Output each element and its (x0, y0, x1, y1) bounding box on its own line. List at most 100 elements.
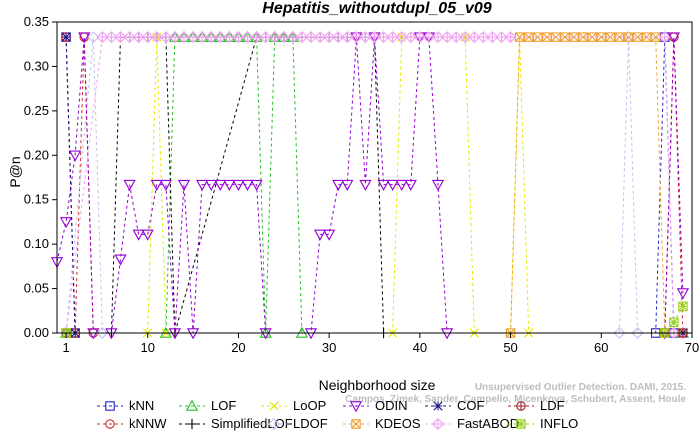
data-point-odin (377, 179, 390, 191)
legend-marker (349, 401, 363, 413)
x-tick-label: 10 (140, 340, 154, 355)
legend-marker (432, 418, 444, 430)
data-point-odin (313, 229, 327, 241)
legend-marker (186, 418, 198, 430)
legend-label: LDF (540, 398, 565, 413)
x-tick-label: 50 (503, 340, 517, 355)
x-tick-label: 20 (231, 340, 245, 355)
legend-item-knnw: kNNW (97, 416, 167, 431)
legend-item-kdeos: KDEOS (343, 416, 421, 431)
plot-frame (56, 21, 693, 334)
legend-item-ldof: LDOF (261, 416, 328, 431)
legend-marker (105, 419, 115, 429)
x-axis: 1 10 20 30 40 50 60 70 (62, 333, 699, 355)
data-point-odin (232, 179, 245, 191)
data-point-odin (141, 229, 154, 241)
series-line-loop (66, 36, 683, 334)
x-tick-label: 60 (594, 340, 608, 355)
data-point-odin (359, 179, 372, 191)
y-tick-label: 0.00 (24, 325, 49, 340)
legend-marker (185, 399, 199, 411)
series-simplifiedlof (60, 31, 689, 339)
data-point-kdeos (596, 32, 607, 42)
data-point-odin (341, 179, 354, 191)
series-line-inflo (66, 306, 684, 334)
data-point-kdeos (650, 32, 661, 42)
legend-label: LOF (211, 398, 236, 413)
legend-marker (433, 401, 443, 411)
x-tick-label: 1 (62, 340, 69, 355)
legend-item-odin: ODIN (343, 398, 408, 413)
data-point-kdeos (578, 32, 588, 42)
legend-label: LDOF (293, 416, 328, 431)
legend-item-ldf: LDF (508, 398, 565, 413)
data-point-ldof (622, 31, 635, 44)
legend-label: ODIN (375, 398, 408, 413)
series-fastabod (60, 31, 689, 339)
data-point-odin (78, 32, 91, 44)
data-point-odin (214, 179, 227, 191)
data-point-ldof (631, 327, 644, 339)
series-ldof (60, 31, 689, 339)
legend-marker (516, 419, 526, 429)
data-point-odin (114, 254, 127, 266)
data-point-ldof (87, 31, 100, 44)
data-point-odin (404, 179, 417, 191)
legend-marker (269, 401, 279, 411)
data-point-odin (159, 179, 172, 191)
data-point-odin (150, 179, 163, 191)
legend-label: COF (457, 398, 485, 413)
series-inflo (61, 301, 688, 338)
data-point-cof (61, 32, 71, 42)
legend-marker (516, 401, 526, 411)
y-tick-label: 0.05 (24, 281, 49, 296)
legend-label: KDEOS (375, 416, 421, 431)
legend-item-loop: LoOP (261, 398, 326, 413)
legend-item-inflo: INFLO (508, 416, 578, 431)
watermark-line1: Unsupervised Outlier Detection. DAMI, 20… (475, 382, 686, 393)
x-tick-label: 30 (322, 340, 336, 355)
data-point-kdeos (614, 32, 625, 42)
y-tick-label: 0.15 (24, 192, 49, 207)
series-lof (59, 30, 690, 338)
x-tick-label: 70 (685, 340, 699, 355)
legend-label: kNNW (129, 416, 167, 431)
legend-item-cof: COF (425, 398, 485, 413)
legend-label: kNN (129, 398, 154, 413)
data-point-odin (196, 179, 209, 191)
legend-marker (105, 401, 115, 411)
data-point-kdeos (632, 32, 643, 42)
legend: kNNkNNWLOFSimplifiedLOFLoOPLDOFODINKDEOS… (97, 398, 578, 431)
x-axis-label: Neighborhood size (319, 377, 436, 393)
data-point-odin (676, 288, 690, 300)
data-point-odin (223, 179, 236, 191)
legend-marker (351, 419, 361, 429)
legend-marker (268, 418, 280, 430)
series-loop (61, 32, 688, 338)
data-point-odin (205, 179, 218, 191)
data-point-odin (667, 32, 680, 44)
series-odin (50, 32, 690, 340)
x-tick-label: 40 (413, 340, 427, 355)
plot-area (50, 30, 690, 340)
data-point-odin (323, 229, 336, 241)
legend-item-knn: kNN (97, 398, 154, 413)
y-axis: 0.00 0.05 0.10 0.15 0.20 0.25 0.30 0.35 (24, 14, 57, 340)
data-point-odin (69, 150, 82, 162)
data-point-fastabod (504, 31, 517, 44)
data-point-kdeos (523, 32, 534, 42)
data-point-inflo (678, 301, 688, 312)
data-point-odin (395, 179, 408, 191)
data-point-odin (431, 179, 445, 191)
data-point-odin (386, 179, 399, 191)
data-point-odin (177, 179, 191, 191)
data-point-ldof (96, 327, 109, 339)
data-point-odin (59, 217, 73, 229)
y-axis-label: P@n (7, 156, 23, 187)
data-point-ldof (613, 327, 626, 339)
legend-label: FastABOD (457, 416, 519, 431)
data-point-inflo (669, 317, 679, 328)
data-point-fastabod (658, 31, 671, 44)
legend-item-fastabod: FastABOD (425, 416, 519, 431)
